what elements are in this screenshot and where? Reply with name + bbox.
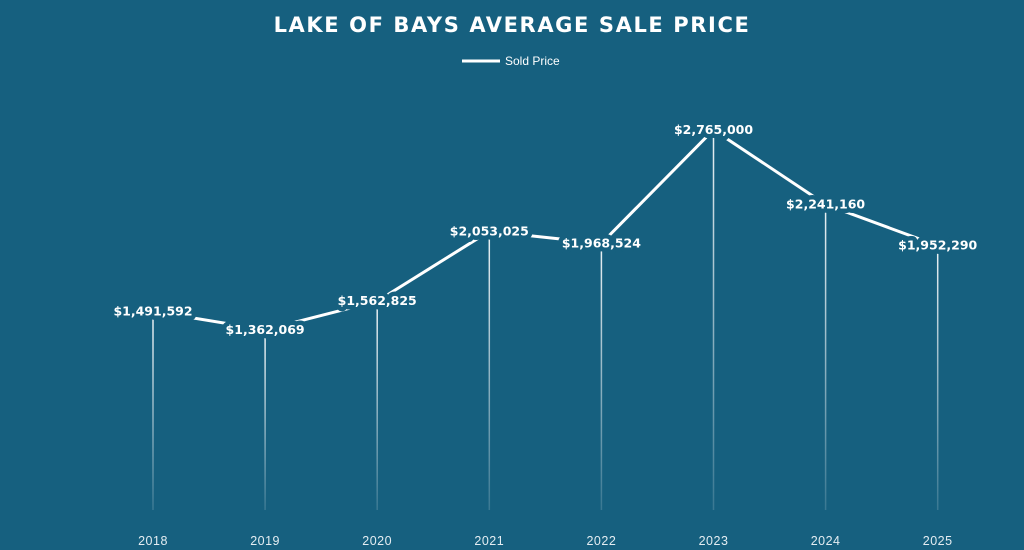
data-label-2025: $1,952,290 [898, 238, 977, 253]
data-label-2021: $2,053,025 [450, 223, 529, 238]
data-label-2024: $2,241,160 [786, 197, 865, 212]
x-tick-2019: 2019 [250, 534, 280, 548]
x-tick-2024: 2024 [811, 534, 841, 548]
series-segment-2020 [376, 230, 491, 303]
data-label-2020: $1,562,825 [338, 293, 417, 308]
x-tick-2018: 2018 [138, 534, 168, 548]
drop-line-2019 [264, 337, 266, 510]
data-label-2018: $1,491,592 [113, 303, 192, 318]
drop-line-2022 [600, 251, 603, 510]
series-segment-2019 [264, 299, 378, 332]
series-segment-2023 [712, 128, 827, 206]
data-label-2019: $1,362,069 [226, 322, 305, 337]
series-segment-2024 [825, 203, 939, 248]
chart-title: LAKE OF BAYS AVERAGE SALE PRICE [274, 13, 751, 37]
x-tick-2021: 2021 [474, 534, 504, 548]
x-tick-2020: 2020 [362, 534, 392, 548]
series-segment-2018 [152, 309, 266, 332]
legend-label-sold-price: Sold Price [505, 54, 560, 68]
drop-line-2025 [936, 253, 939, 511]
drop-line-2023 [712, 137, 715, 510]
data-label-2022: $1,968,524 [562, 235, 641, 250]
drop-line-2021 [488, 239, 491, 511]
drop-line-2020 [376, 309, 378, 510]
drop-line-2024 [824, 212, 827, 510]
x-tick-2023: 2023 [699, 534, 729, 548]
drop-line-2018 [152, 319, 154, 510]
x-tick-2022: 2022 [586, 534, 616, 548]
series-segment-2021 [489, 229, 602, 245]
legend: Sold Price [462, 54, 560, 68]
x-tick-2025: 2025 [923, 534, 953, 548]
data-label-2023: $2,765,000 [674, 122, 753, 137]
series-segment-2022 [600, 128, 715, 245]
